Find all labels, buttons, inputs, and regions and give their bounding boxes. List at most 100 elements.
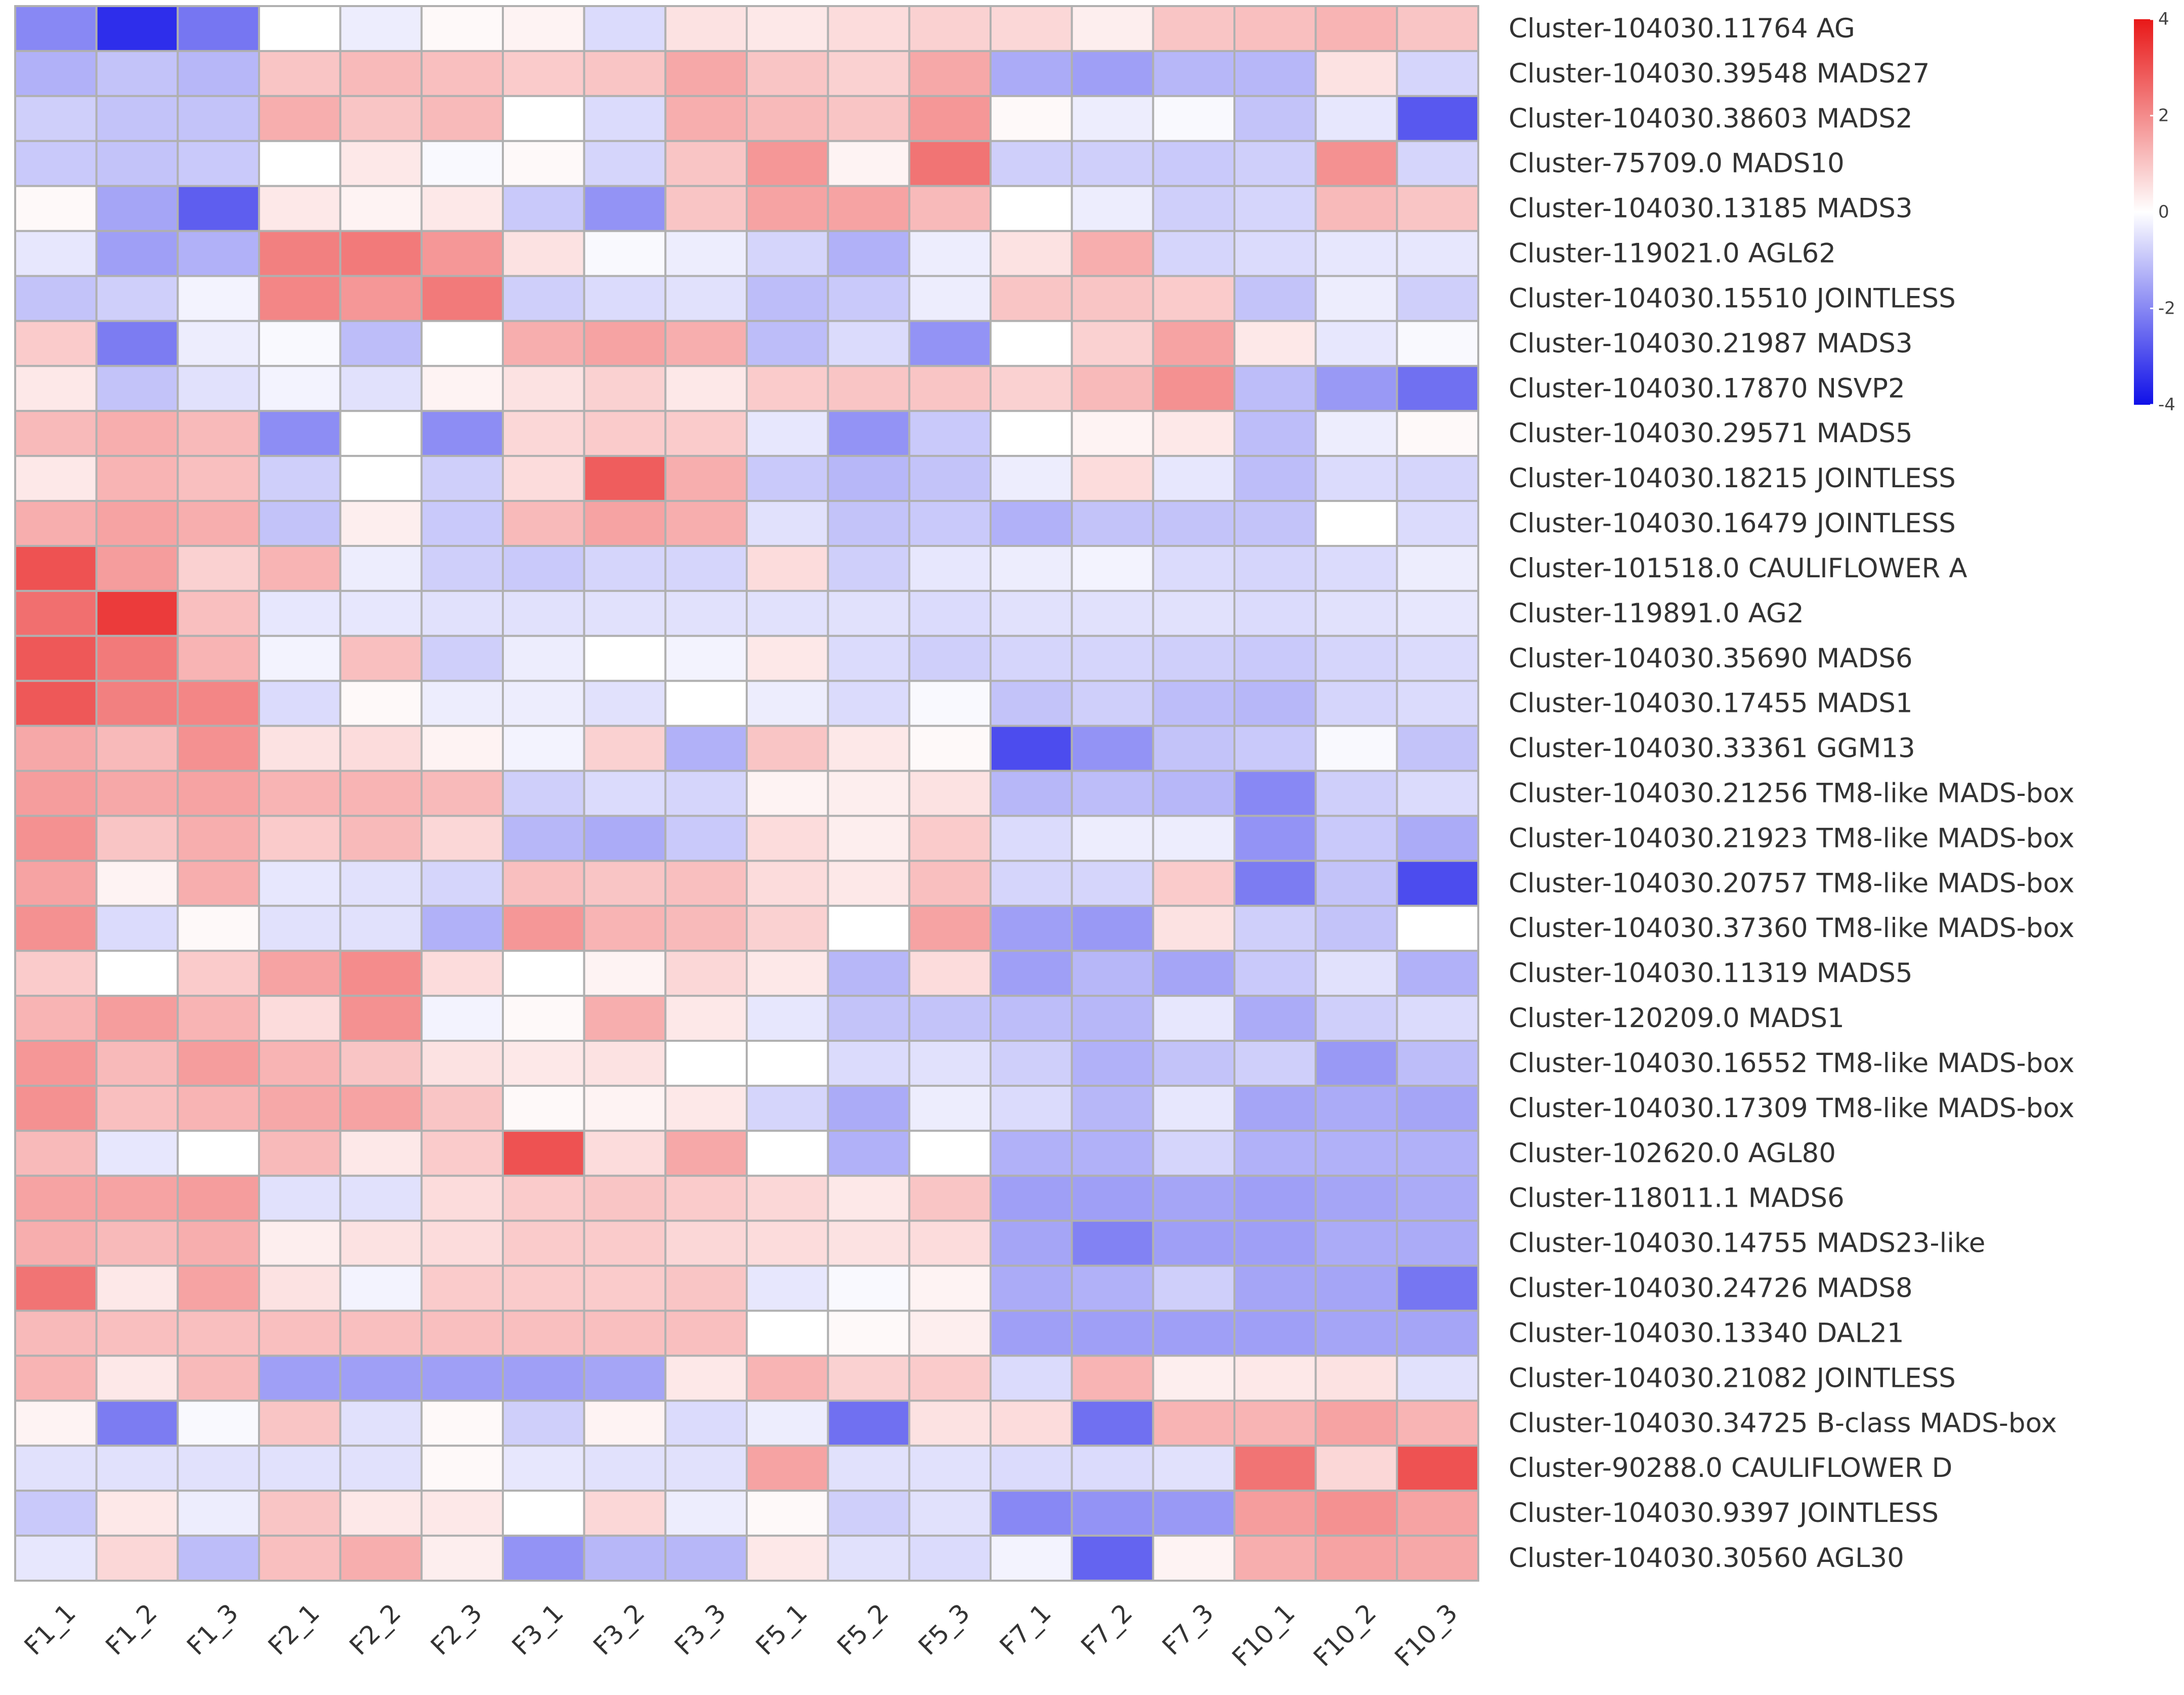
heatmap-cell	[95, 725, 179, 772]
heatmap-cell	[1152, 1309, 1236, 1357]
heatmap-cell	[990, 680, 1073, 727]
heatmap-cell	[1396, 410, 1480, 457]
heatmap-cell	[1152, 1040, 1236, 1087]
heatmap-cell	[14, 725, 98, 772]
heatmap-cell	[1314, 185, 1398, 232]
row-labels: Cluster-104030.11764 AG Cluster-104030.39…	[1509, 13, 2075, 1574]
heatmap-cell	[420, 995, 504, 1042]
heatmap-cell	[583, 589, 667, 637]
heatmap-cell	[583, 770, 667, 817]
heatmap-cell	[258, 365, 341, 412]
heatmap-cell	[583, 230, 667, 277]
heatmap-cell	[908, 1535, 992, 1582]
heatmap-cell	[339, 995, 423, 1042]
heatmap-cell	[746, 1264, 829, 1312]
row-label: Cluster-120209.0 MADS1	[1509, 1003, 1845, 1034]
heatmap-cell	[1233, 1129, 1317, 1177]
heatmap-cell	[1070, 95, 1154, 142]
heatmap-cell	[339, 365, 423, 412]
heatmap-cell	[990, 275, 1073, 322]
heatmap-cell	[664, 905, 748, 952]
heatmap-cell	[827, 185, 911, 232]
row-label: Cluster-104030.16552 TM8-like MADS-box	[1509, 1048, 2075, 1079]
heatmap-cell	[1152, 140, 1236, 187]
heatmap-cell	[1233, 275, 1317, 322]
heatmap-cell	[1314, 680, 1398, 727]
heatmap-cell	[177, 320, 260, 367]
heatmap-cell	[746, 365, 829, 412]
heatmap-cell	[258, 5, 341, 52]
heatmap-cell	[1396, 1400, 1480, 1447]
heatmap-cell	[990, 589, 1073, 637]
heatmap-cell	[1070, 544, 1154, 592]
heatmap-cell	[990, 500, 1073, 547]
heatmap-cell	[258, 1174, 341, 1222]
heatmap-cell	[1152, 905, 1236, 952]
heatmap-cell	[420, 905, 504, 952]
heatmap-cell	[95, 1490, 179, 1537]
heatmap-cell	[502, 905, 585, 952]
heatmap-cell	[583, 95, 667, 142]
row-label: Cluster-104030.34725 B-class MADS-box	[1509, 1408, 2057, 1438]
heatmap-cell	[1070, 589, 1154, 637]
heatmap-cell	[908, 230, 992, 277]
heatmap-cell	[908, 1264, 992, 1312]
heatmap-cell	[1070, 500, 1154, 547]
heatmap-cell	[746, 544, 829, 592]
heatmap-cell	[990, 1354, 1073, 1402]
heatmap-cell	[258, 455, 341, 502]
heatmap-cell	[827, 1129, 911, 1177]
heatmap-cell	[258, 1354, 341, 1402]
heatmap-cell	[746, 1445, 829, 1492]
heatmap-cell	[990, 770, 1073, 817]
heatmap-cell	[664, 589, 748, 637]
heatmap-cell	[827, 544, 911, 592]
heatmap-cell	[746, 500, 829, 547]
heatmap-cell	[1233, 185, 1317, 232]
heatmap-cell	[502, 500, 585, 547]
heatmap-cell	[420, 230, 504, 277]
heatmap-cell	[177, 770, 260, 817]
heatmap-cell	[1233, 1084, 1317, 1132]
heatmap-cell	[1152, 410, 1236, 457]
heatmap-cell	[746, 680, 829, 727]
heatmap-cell	[746, 815, 829, 862]
heatmap-cell	[1152, 680, 1236, 727]
heatmap-cell	[14, 905, 98, 952]
heatmap-cell	[1152, 1219, 1236, 1267]
heatmap-cell	[177, 410, 260, 457]
heatmap-cell	[827, 995, 911, 1042]
heatmap-cell	[664, 770, 748, 817]
heatmap-cell	[14, 1535, 98, 1582]
heatmap-cell	[258, 1084, 341, 1132]
heatmap-cell	[908, 860, 992, 907]
heatmap-cell	[339, 905, 423, 952]
heatmap-cell	[990, 1400, 1073, 1447]
heatmap-cell	[1070, 1309, 1154, 1357]
heatmap-cell	[990, 905, 1073, 952]
row-label: Cluster-104030.30560 AGL30	[1509, 1543, 1904, 1574]
heatmap-cell	[664, 544, 748, 592]
heatmap-cell	[420, 860, 504, 907]
heatmap-cell	[583, 455, 667, 502]
heatmap-cell	[583, 905, 667, 952]
heatmap-cell	[1070, 770, 1154, 817]
column-label: F5_1	[750, 1598, 813, 1661]
row-label: Cluster-104030.18215 JOINTLESS	[1509, 463, 1956, 494]
heatmap-cell	[827, 1219, 911, 1267]
heatmap-cell	[177, 544, 260, 592]
row-label: Cluster-102620.0 AGL80	[1509, 1138, 1836, 1169]
heatmap-cell	[95, 680, 179, 727]
heatmap-cell	[1070, 634, 1154, 682]
heatmap-cell	[177, 275, 260, 322]
heatmap-cell	[1396, 50, 1480, 97]
heatmap-cell	[990, 320, 1073, 367]
heatmap-cell	[420, 50, 504, 97]
heatmap-cell	[502, 1445, 585, 1492]
heatmap-cell	[908, 1084, 992, 1132]
heatmap-cell	[908, 589, 992, 637]
heatmap-cell	[177, 905, 260, 952]
column-label: F2_3	[425, 1598, 488, 1661]
heatmap-cell	[14, 455, 98, 502]
row-label: Cluster-104030.9397 JOINTLESS	[1509, 1498, 1939, 1529]
